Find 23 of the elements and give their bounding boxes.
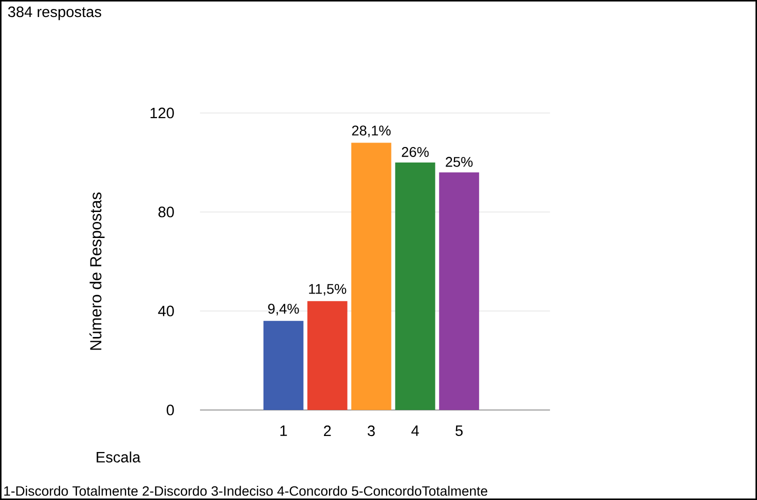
x-tick-label: 5 xyxy=(456,426,463,436)
bar xyxy=(439,172,480,410)
bar xyxy=(351,142,392,410)
bar xyxy=(395,162,436,410)
y-tick-label: 120 xyxy=(150,108,174,118)
bar xyxy=(263,320,304,410)
x-tick-label: 2 xyxy=(324,426,331,436)
annotation: 26% xyxy=(402,147,429,157)
x-tick-label: 4 xyxy=(411,426,419,436)
y-tick-label: 40 xyxy=(158,306,174,316)
text: 1-Discordo Totalmente 2-Discordo 3-Indeciso 4-Concordo 5-ConcordoTotalmente xyxy=(4,486,488,496)
annotation: 28,1% xyxy=(352,126,391,138)
y-tick-label: 80 xyxy=(158,206,174,218)
annotation: 25% xyxy=(446,156,473,167)
y-tick-label: 0 xyxy=(166,404,174,416)
x-tick-label: 1 xyxy=(280,426,287,436)
y-axis-title: Número de Respostas xyxy=(89,192,105,350)
x-tick-label: 3 xyxy=(368,426,375,436)
bar xyxy=(307,301,348,410)
annotation: 9,4% xyxy=(268,304,299,316)
annotation: 11,5% xyxy=(309,284,346,296)
x-axis-title: Escala xyxy=(96,451,141,462)
text: 384 respostas xyxy=(8,6,102,20)
